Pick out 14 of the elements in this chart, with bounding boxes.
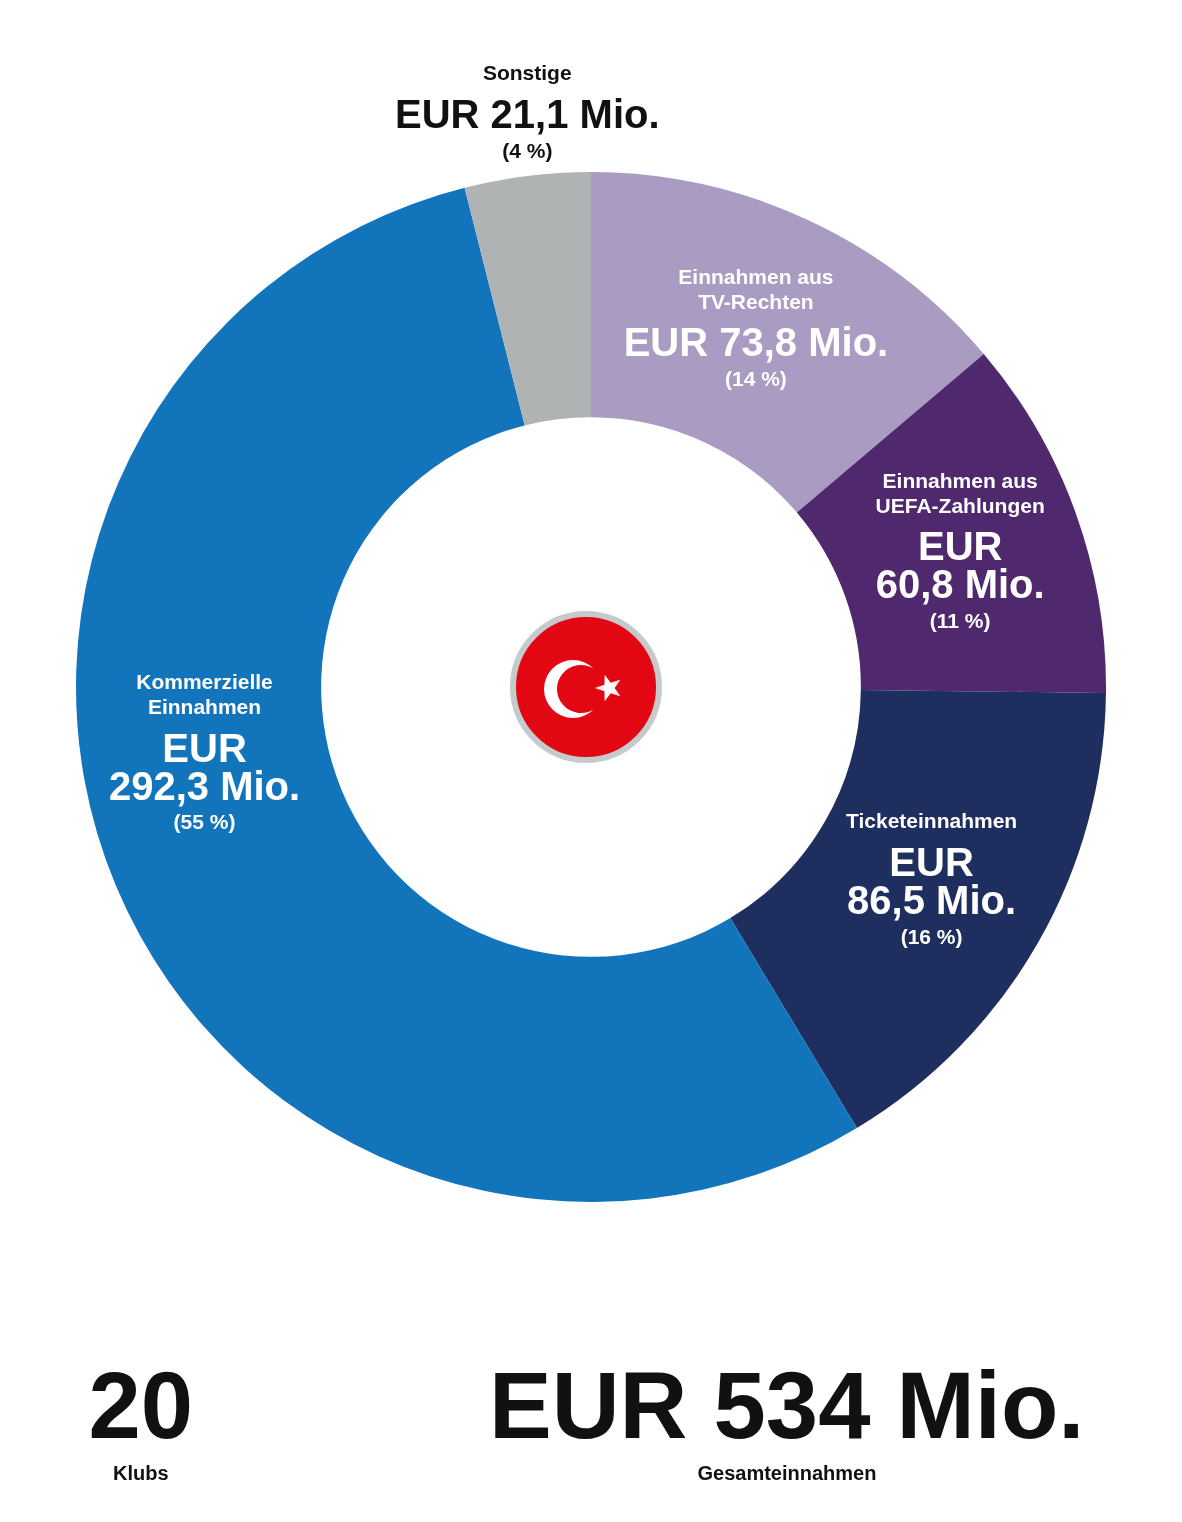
slice-label: Kommerzielle Einnahmen (136, 669, 273, 718)
data-label: EUR 60,8 Mio. (11 %) (875, 524, 1045, 633)
slice-label: Sonstige (482, 61, 572, 85)
slice-label: Einnahmen aus UEFA-Zahlungen (875, 468, 1045, 517)
slice-label: Ticketeinnahmen (846, 809, 1018, 833)
data-label: EUR 86,5 Mio. (16 %) (847, 839, 1017, 948)
data-label: EUR 73,8 Mio. (14 %) (623, 320, 889, 391)
data-label: EUR 292,3 Mio. (55 %) (108, 725, 301, 834)
text: Klubs (113, 1462, 169, 1485)
slice-label: Einnahmen aus TV-Rechten (678, 264, 834, 313)
text: Gesamteinnahmen (697, 1462, 877, 1485)
data-label: EUR 21,1 Mio. (4 %) (395, 91, 660, 162)
text: 20 (88, 1352, 194, 1460)
text: EUR 534 Mio. (489, 1352, 1085, 1460)
